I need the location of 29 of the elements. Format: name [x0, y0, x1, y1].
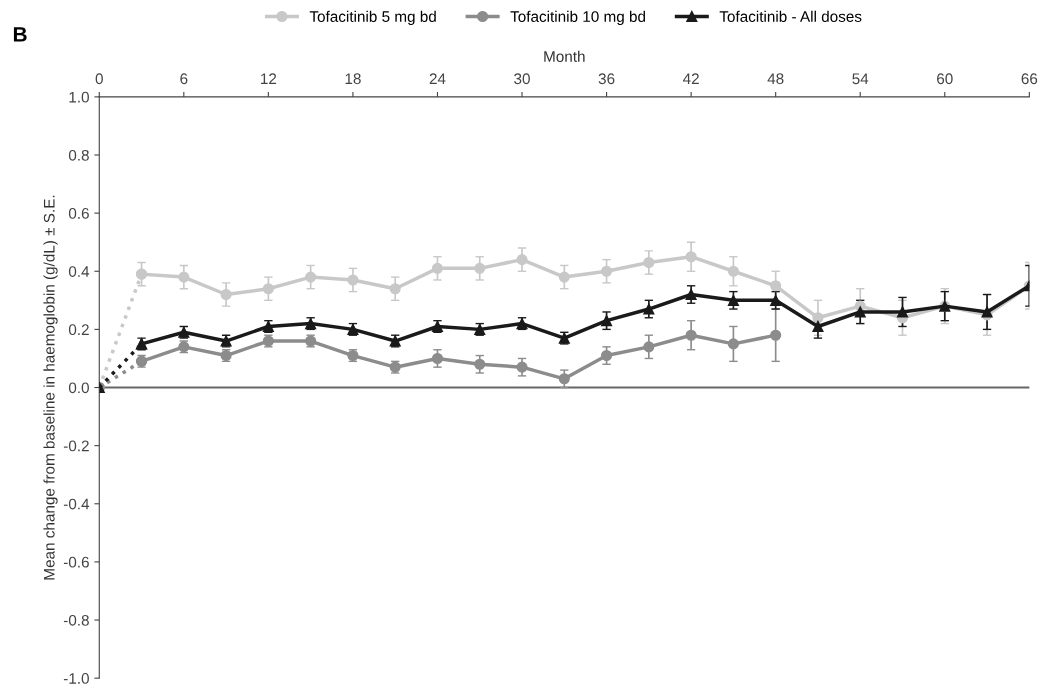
y-tick-label: -0.8: [63, 614, 89, 626]
x-tick-label: 60: [937, 73, 953, 85]
x-tick-label: 54: [852, 73, 869, 85]
x-tick-label: 30: [514, 73, 530, 85]
y-tick-label: -1.0: [63, 673, 89, 684]
y-tick-label: 0.6: [68, 208, 89, 219]
y-tick-label: 0.4: [68, 266, 90, 277]
x-tick-label: 48: [767, 73, 784, 85]
y-axis-title: Mean change from baseline in haemoglobin (g/dL) ± S.E.: [43, 195, 58, 580]
y-tick-label: -0.2: [63, 440, 89, 452]
x-tick-label: 42: [682, 73, 699, 84]
y-tick-label: -0.4: [63, 498, 90, 510]
text: B: [13, 27, 27, 42]
x-tick-label: 0: [95, 73, 103, 85]
x-tick-label: 6: [180, 73, 188, 85]
y-tick-label: 1.0: [69, 91, 89, 103]
x-tick-label: 12: [261, 73, 277, 84]
legend-label: Tofacitinib - All doses: [719, 10, 862, 22]
y-tick-label: 0.0: [68, 382, 89, 394]
y-tick-label: 0.2: [68, 324, 89, 336]
x-tick-label: 24: [429, 73, 446, 84]
x-tick-label: 66: [1021, 73, 1038, 85]
x-tick-label: 36: [598, 73, 615, 85]
legend-label: Tofacitinib 10 mg bd: [510, 10, 646, 25]
x-axis-title: Month: [544, 50, 585, 62]
y-tick-label: 0.8: [68, 149, 89, 161]
legend-label: Tofacitinib 5 mg bd: [309, 10, 436, 25]
x-tick-label: 18: [345, 73, 361, 85]
y-tick-label: -0.6: [63, 556, 89, 568]
